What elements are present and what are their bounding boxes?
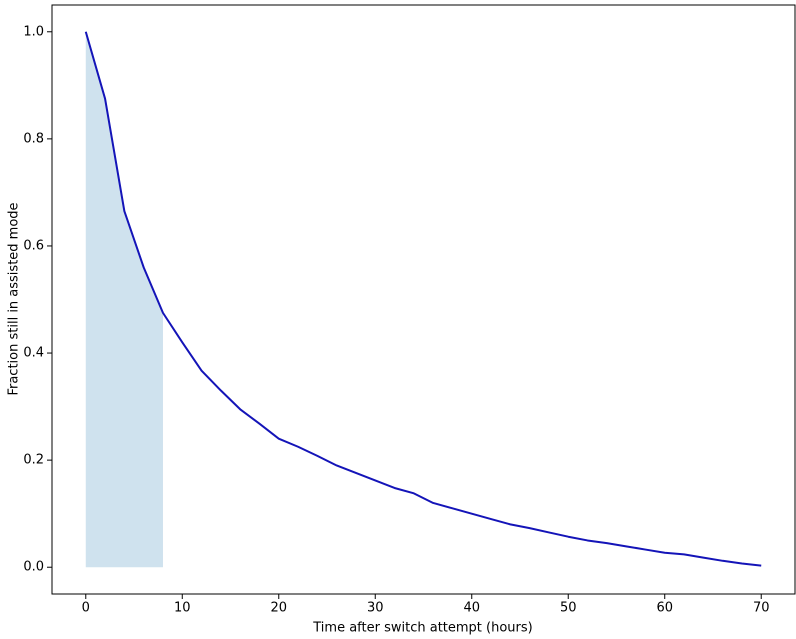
x-tick-label: 60 [656,601,673,616]
x-axis-label: Time after switch attempt (hours) [312,621,532,636]
shaded-area [85,31,163,568]
y-tick-label: 0.2 [23,453,44,468]
x-tick-label: 30 [367,601,384,616]
y-tick-label: 0.6 [23,238,44,253]
x-tick-label: 40 [463,601,480,616]
y-tick-label: 0.8 [23,131,44,146]
y-tick-label: 0.0 [23,560,44,575]
line [84,31,762,567]
plot-frame [51,4,796,595]
x-tick-label: 0 [82,601,90,616]
x-tick-label: 10 [174,601,191,616]
x-tick-label: 70 [753,601,770,616]
y-axis-label: Fraction still in assisted mode [7,202,22,395]
x-tick-label: 50 [560,601,577,616]
y-tick-label: 0.4 [23,346,44,361]
x-tick-label: 20 [270,601,287,616]
y-tick-label: 1.0 [23,24,44,39]
